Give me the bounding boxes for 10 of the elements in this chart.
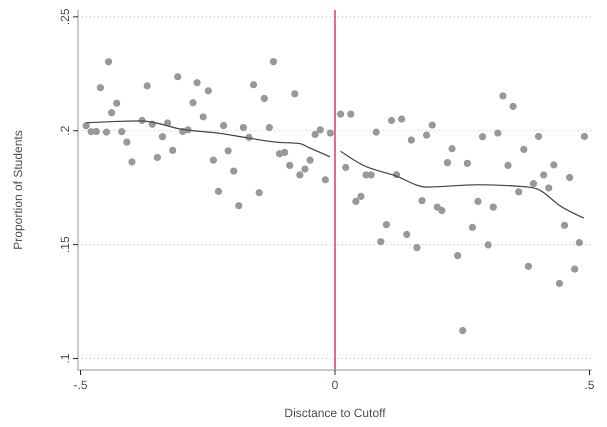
y-tick-label: .2 [58, 125, 72, 136]
x-tick-label: 0 [332, 378, 339, 392]
y-tick-label: .1 [58, 353, 72, 364]
x-tick-label: .5 [584, 378, 595, 392]
line-series [340, 150, 585, 219]
x-tick-label: -.5 [74, 378, 88, 392]
y-tick-label: .15 [58, 236, 72, 254]
y-axis-title: Proportion of Students [11, 130, 25, 250]
x-axis-title: Disctance to Cutoff [284, 406, 386, 420]
y-tick-label: .25 [58, 8, 72, 26]
